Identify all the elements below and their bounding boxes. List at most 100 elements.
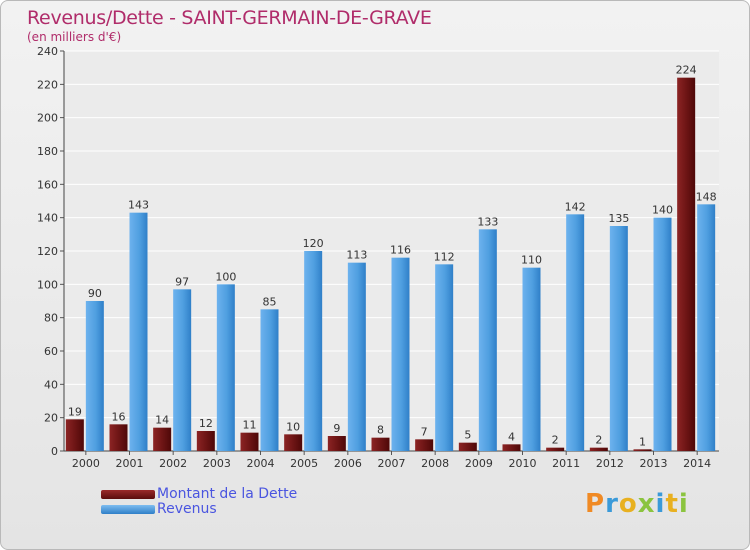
y-tick-label: 220 [37,78,58,91]
data-label-dette: 4 [508,430,515,443]
x-tick-label: 2014 [683,457,711,470]
data-label-revenus: 90 [88,287,102,300]
legend-swatch-revenus [101,505,155,514]
bar-dette [196,431,215,451]
data-label-dette: 8 [377,424,384,437]
data-label-dette: 11 [243,419,257,432]
y-tick-label: 40 [44,378,58,391]
bar-revenus [260,309,279,451]
data-label-revenus: 140 [652,204,673,217]
bar-dette [458,442,477,451]
bar-revenus [435,264,454,451]
data-label-revenus: 120 [303,237,324,250]
x-tick-label: 2008 [421,457,449,470]
bar-dette [327,436,346,451]
y-tick-label: 100 [37,278,58,291]
data-label-dette: 10 [286,420,300,433]
data-label-revenus: 143 [128,199,149,212]
x-tick-label: 2004 [247,457,275,470]
x-tick-label: 2005 [290,457,318,470]
bar-revenus [391,257,410,451]
y-tick-label: 20 [44,412,58,425]
data-label-revenus: 113 [346,249,367,262]
data-label-revenus: 97 [175,275,189,288]
y-tick-label: 120 [37,245,58,258]
data-label-dette: 19 [68,405,82,418]
data-label-dette: 14 [155,414,169,427]
x-tick-label: 2007 [378,457,406,470]
data-label-dette: 12 [199,417,213,430]
data-label-revenus: 148 [696,190,717,203]
x-tick-label: 2003 [203,457,231,470]
y-tick-label: 200 [37,112,58,125]
chart-subtitle: (en milliers d'€) [27,30,122,44]
logo-letter: o [618,489,638,519]
logo-letter: x [637,489,656,519]
logo-letter: t [665,489,679,519]
data-label-revenus: 85 [263,295,277,308]
bar-revenus [129,212,148,451]
y-tick-label: 240 [37,45,58,58]
data-label-revenus: 135 [608,212,629,225]
bar-dette [284,434,303,451]
x-tick-label: 2011 [552,457,580,470]
x-tick-label: 2000 [72,457,100,470]
data-label-dette: 2 [552,434,559,447]
bar-revenus [478,229,497,451]
bar-dette [502,444,521,451]
y-tick-label: 0 [51,445,58,458]
bar-dette [153,427,172,451]
data-label-dette: 224 [676,64,697,77]
data-label-dette: 16 [112,410,126,423]
data-label-dette: 2 [595,434,602,447]
data-label-revenus: 133 [477,215,498,228]
bar-dette [371,437,390,451]
logo-letter: i [655,489,666,519]
x-tick-label: 2002 [159,457,187,470]
bar-dette [677,77,696,452]
x-tick-label: 2009 [465,457,493,470]
x-tick-label: 2001 [116,457,144,470]
data-label-revenus: 100 [215,270,236,283]
bar-dette [633,449,652,451]
data-label-revenus: 112 [434,250,455,263]
bar-dette [546,447,565,451]
logo-letter: r [605,489,619,519]
x-tick-label: 2013 [640,457,668,470]
data-label-dette: 5 [464,429,471,442]
data-label-revenus: 142 [565,200,586,213]
bar-dette [240,432,259,451]
bar-dette [65,419,84,451]
bar-revenus [347,262,366,451]
data-label-revenus: 116 [390,244,411,257]
y-tick-label: 140 [37,212,58,225]
data-label-dette: 7 [421,425,428,438]
bar-revenus [304,251,323,451]
legend-label-revenus: Revenus [157,501,217,517]
bar-dette [589,447,608,451]
bar-dette [109,424,128,451]
logo-letter: i [678,489,689,519]
legend-label-dette: Montant de la Dette [157,486,298,502]
y-tick-label: 160 [37,178,58,191]
x-tick-label: 2012 [596,457,624,470]
bar-revenus [697,204,716,451]
data-label-revenus: 110 [521,254,542,267]
bar-revenus [173,289,192,451]
bar-dette [415,439,434,451]
bar-revenus [609,226,628,451]
bar-revenus [566,214,585,451]
data-label-dette: 9 [333,422,340,435]
y-tick-label: 180 [37,145,58,158]
logo-letter: P [585,489,606,519]
bar-revenus [216,284,235,451]
legend-swatch-dette [101,490,155,499]
y-tick-label: 80 [44,312,58,325]
data-label-dette: 1 [639,435,646,448]
bar-revenus [522,267,541,451]
proxiti-logo: Proxiti [585,489,689,519]
x-tick-label: 2010 [509,457,537,470]
chart-title: Revenus/Dette - SAINT-GERMAIN-DE-GRAVE [27,7,432,29]
